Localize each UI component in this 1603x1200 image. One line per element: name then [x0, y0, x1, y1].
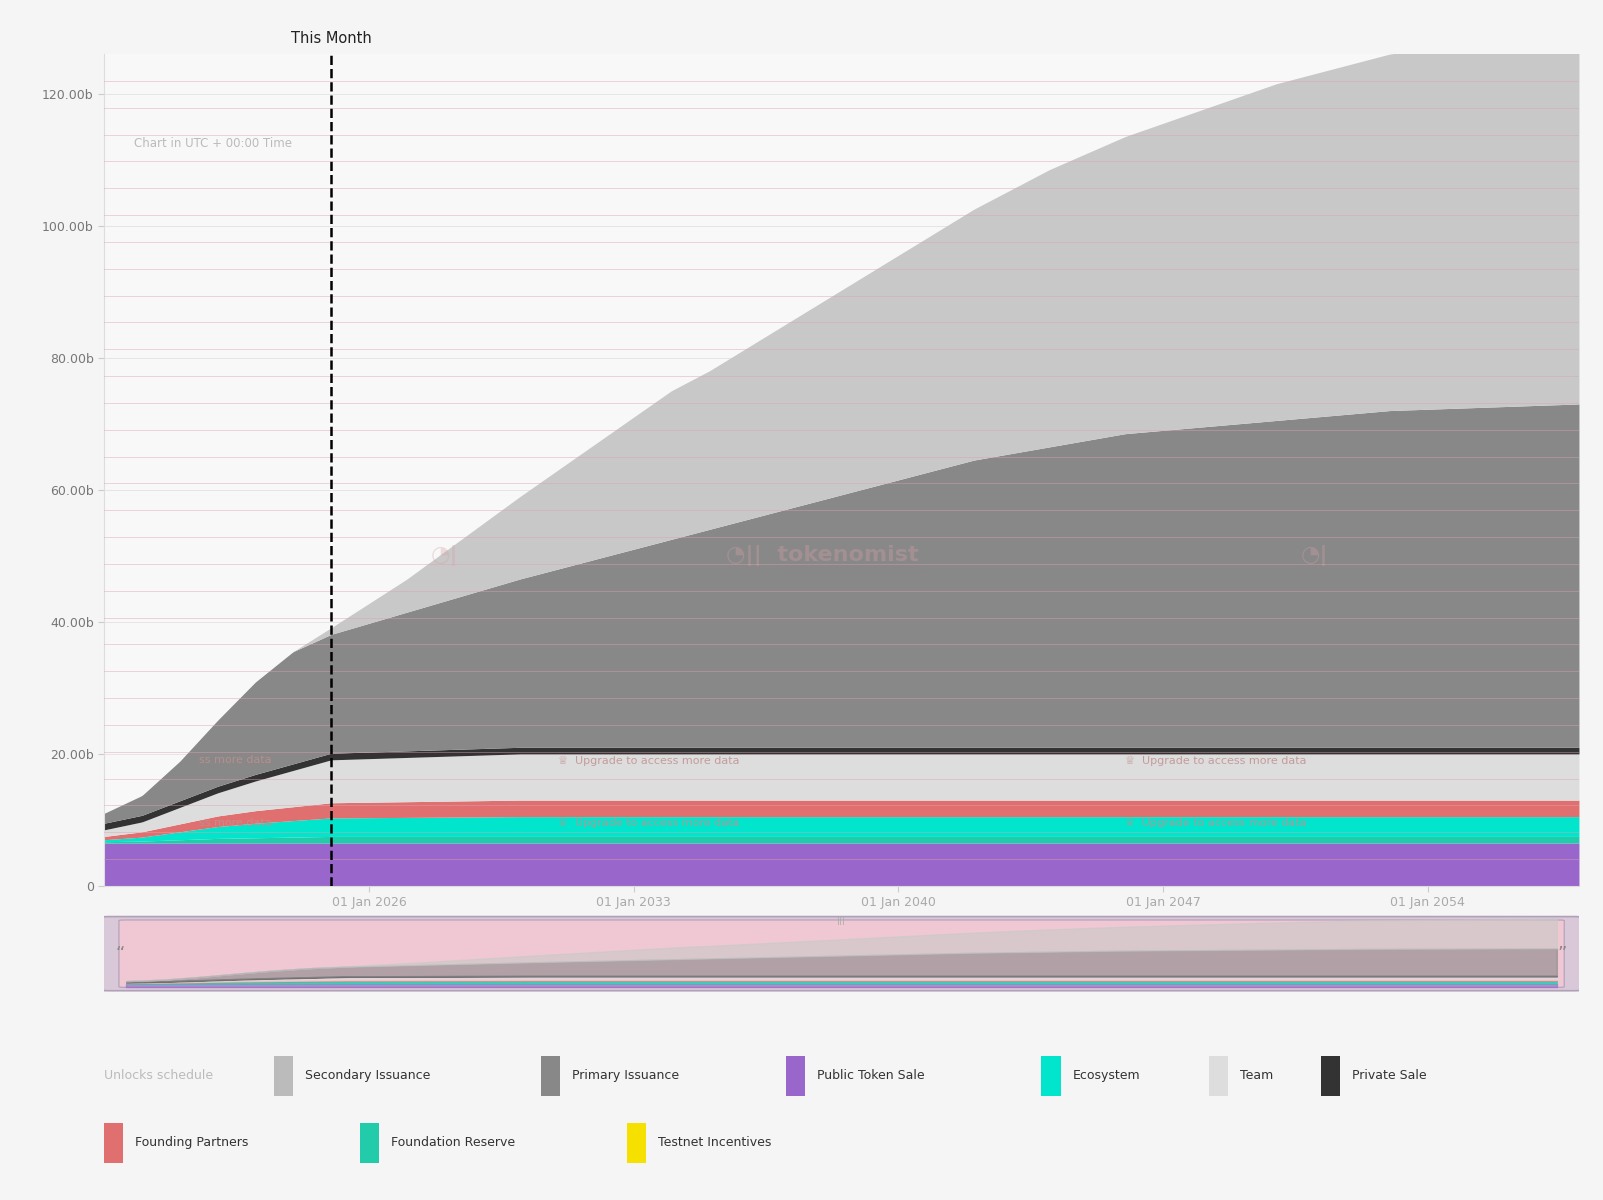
- Text: ♕  Upgrade to access more data: ♕ Upgrade to access more data: [558, 818, 739, 828]
- Bar: [785, 1056, 805, 1096]
- Text: |||: |||: [837, 916, 846, 925]
- Bar: [627, 1123, 646, 1163]
- FancyBboxPatch shape: [99, 917, 1584, 991]
- Text: This Month: This Month: [290, 31, 372, 46]
- Bar: [1321, 1056, 1340, 1096]
- Bar: [104, 1123, 123, 1163]
- Text: ◔|: ◔|: [431, 545, 458, 566]
- Text: Secondary Issuance: Secondary Issuance: [305, 1069, 430, 1082]
- Text: ♕  Upgrade to access more data: ♕ Upgrade to access more data: [1125, 818, 1306, 828]
- Text: ♕  Upgrade to access more data: ♕ Upgrade to access more data: [1125, 755, 1306, 766]
- Bar: [361, 1123, 380, 1163]
- Text: ss more data: ss more data: [199, 818, 271, 828]
- Text: ”: ”: [1558, 944, 1568, 962]
- Bar: [1209, 1056, 1228, 1096]
- Text: ♕  Upgrade to access more data: ♕ Upgrade to access more data: [558, 755, 739, 766]
- Text: Testnet Incentives: Testnet Incentives: [657, 1136, 771, 1150]
- Text: Private Sale: Private Sale: [1351, 1069, 1427, 1082]
- Bar: [540, 1056, 559, 1096]
- Text: Foundation Reserve: Foundation Reserve: [391, 1136, 515, 1150]
- Bar: [1042, 1056, 1061, 1096]
- Text: “: “: [115, 944, 125, 962]
- Bar: [274, 1056, 293, 1096]
- Text: Founding Partners: Founding Partners: [135, 1136, 248, 1150]
- Text: Chart in UTC + 00:00 Time: Chart in UTC + 00:00 Time: [135, 137, 292, 150]
- Text: Public Token Sale: Public Token Sale: [816, 1069, 923, 1082]
- Text: ◔|: ◔|: [1300, 545, 1327, 566]
- Text: ◔||  tokenomist: ◔|| tokenomist: [726, 545, 919, 566]
- Text: Unlocks schedule: Unlocks schedule: [104, 1069, 213, 1082]
- Text: ss more data: ss more data: [199, 756, 271, 766]
- Text: Team: Team: [1239, 1069, 1273, 1082]
- Text: Primary Issuance: Primary Issuance: [572, 1069, 678, 1082]
- Text: Ecosystem: Ecosystem: [1072, 1069, 1140, 1082]
- FancyBboxPatch shape: [119, 920, 1565, 988]
